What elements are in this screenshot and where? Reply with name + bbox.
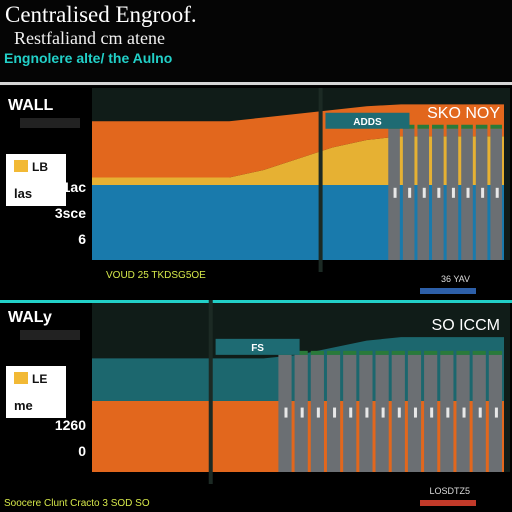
bar-marker [397, 407, 401, 418]
right-label: SO ICCM [432, 317, 500, 334]
bar-cap [359, 350, 373, 355]
bar-cap [424, 350, 438, 355]
right-label: SKO NOY [427, 105, 500, 122]
bar-marker [333, 407, 337, 418]
header: Centralised Engroof. Restfaliand cm aten… [0, 0, 512, 86]
bar-marker [462, 407, 466, 418]
bar-cap [343, 350, 357, 355]
bar-cap [456, 350, 470, 355]
right-sublabel-bar [420, 288, 476, 294]
y-axis-underline [20, 118, 80, 128]
tagline: Engnolere alte/ the Aulno [4, 50, 173, 66]
series-area-1 [92, 136, 504, 185]
panel-top-rule [0, 300, 512, 303]
y-tick-label: 1260 [55, 417, 86, 433]
chart-panel-bottom: FS WALy LE me 1260 0 SO ICCM LOSDTZ5 Soocere Clu… [0, 300, 512, 512]
bar-marker [481, 187, 485, 198]
bar-cap [440, 350, 454, 355]
bar-cap [488, 350, 502, 355]
bar-marker [365, 407, 369, 418]
bar-cap [472, 350, 486, 355]
y-axis-underline [20, 330, 80, 340]
cap-label: ADDS [353, 117, 382, 128]
y-tick-label: 6 [78, 231, 86, 247]
bar-marker [495, 187, 499, 198]
y-axis-label: WALL [8, 97, 54, 114]
bar-cap [432, 124, 444, 129]
bar-cap [375, 350, 389, 355]
bar-cap [326, 350, 341, 355]
divider-line [208, 300, 213, 484]
bar-marker [478, 407, 482, 418]
bar-cap [475, 124, 488, 129]
bar-cap [446, 124, 459, 129]
bar-cap [310, 350, 324, 355]
legend-swatch [14, 160, 28, 172]
y-tick-label: 3sce [55, 205, 86, 221]
bar-marker [446, 407, 450, 418]
right-sublabel: LOSDTZ5 [429, 486, 470, 496]
right-sublabel: 36 YAV [441, 274, 470, 284]
bar-cap [294, 350, 308, 355]
x-caption: VOUD 25 TKDSG5OE [106, 270, 206, 281]
y-tick-label: 1ac [63, 179, 87, 195]
legend-entry-top: LB [32, 160, 48, 174]
bar-cap [407, 350, 422, 355]
x-caption: Soocere Clunt Cracto 3 SOD SO [4, 498, 150, 509]
legend-entry-bottom: las [14, 186, 32, 201]
page-subtitle: Restfaliand cm atene [14, 28, 165, 48]
chart-panel-top: ADDS WALL LB las 1ac 3sce 6 SKO NOY 36 YAV VOUD 2… [0, 88, 512, 300]
legend-swatch [14, 372, 28, 384]
cap-block [215, 338, 300, 355]
bar-marker [430, 407, 434, 418]
y-axis-label: WALy [8, 309, 52, 326]
legend-entry-top: LE [32, 372, 47, 386]
divider-line [318, 88, 323, 272]
bar-marker [284, 407, 288, 418]
series-area-0 [92, 185, 504, 260]
bar-marker [466, 187, 470, 198]
chart-bottom: FS WALy LE me 1260 0 SO ICCM LOSDTZ5 Soocere Clu… [0, 300, 512, 512]
right-sublabel-bar [420, 500, 476, 506]
bar-marker [349, 407, 353, 418]
legend-entry-bottom: me [14, 398, 33, 413]
bar-cap [490, 124, 502, 129]
bar-marker [408, 187, 412, 198]
bar-marker [422, 187, 426, 198]
bar-marker [451, 187, 455, 198]
bar-marker [393, 187, 397, 198]
header-divider [0, 82, 512, 85]
bar-marker [494, 407, 498, 418]
cap-block [325, 112, 410, 129]
bar-marker [413, 407, 417, 418]
bar-marker [381, 407, 385, 418]
bar-marker [300, 407, 304, 418]
bar-cap [461, 124, 473, 129]
cap-label: FS [251, 343, 264, 354]
bar-marker [316, 407, 320, 418]
page-title: Centralised Engroof. [5, 2, 197, 27]
bar-cap [391, 350, 405, 355]
y-tick-label: 0 [78, 443, 86, 459]
bar-cap [417, 124, 430, 129]
bar-marker [437, 187, 441, 198]
